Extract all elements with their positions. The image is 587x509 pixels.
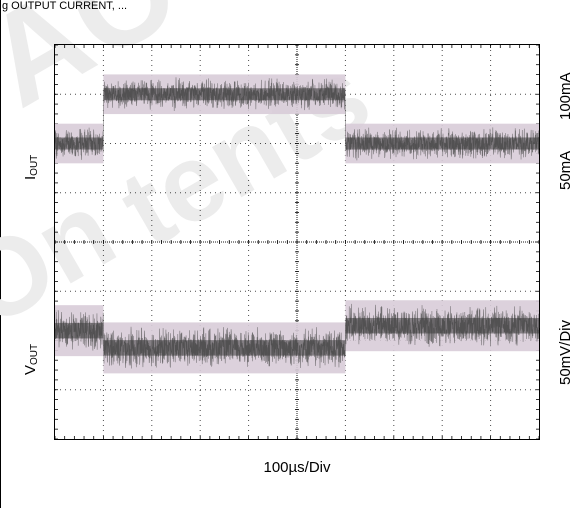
iout-label: IOUT bbox=[22, 155, 40, 180]
trace-core-band bbox=[103, 340, 346, 356]
scale-label-50mv-div: 50mV/Div bbox=[557, 319, 574, 385]
x-axis-label: 100µs/Div bbox=[263, 459, 331, 476]
trace-core-band bbox=[55, 137, 104, 150]
trace-core-band bbox=[103, 88, 346, 101]
watermark-line-1: AC bbox=[0, 0, 197, 134]
vout-label: VOUT bbox=[22, 344, 40, 375]
caption-top: g OUTPUT CURRENT, ... bbox=[2, 0, 127, 12]
scale-label-50ma: 50mA bbox=[557, 151, 574, 190]
plot-border bbox=[54, 44, 540, 440]
trace-core-band bbox=[345, 317, 539, 334]
traces bbox=[54, 77, 540, 369]
trace-core-band bbox=[345, 137, 539, 150]
scale-label-100ma: 100mA bbox=[557, 72, 574, 120]
trace-core-band bbox=[55, 322, 104, 339]
